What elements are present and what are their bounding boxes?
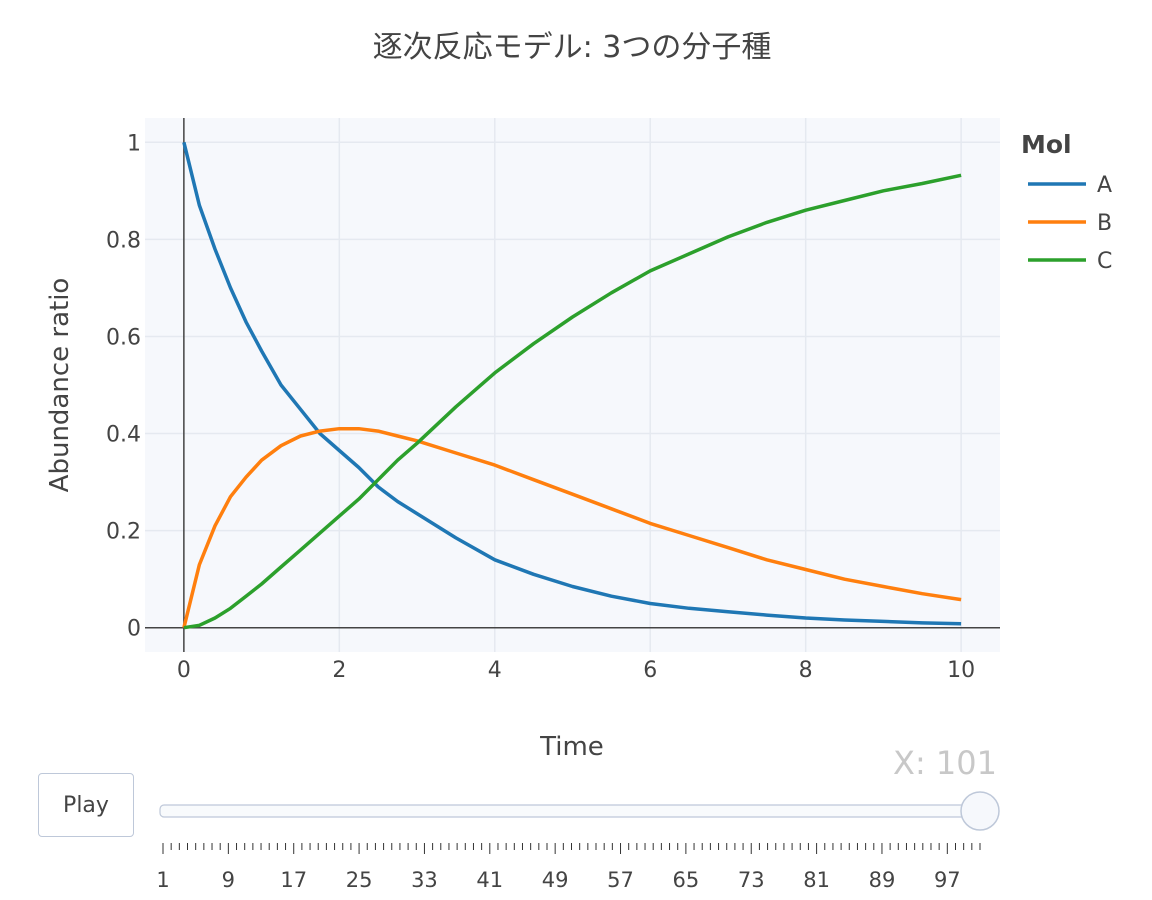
x-tick-label: 10 [947, 658, 975, 683]
series-line-c [183, 173, 962, 630]
slider-tick-label: 1 [156, 868, 169, 892]
slider-handle[interactable] [960, 791, 1000, 831]
chart-title: 逐次反応モデル: 3つの分子種 [373, 30, 772, 65]
y-tick-label: 1 [127, 131, 141, 156]
y-tick-labels: 0 0.2 0.4 0.6 0.8 1 [106, 131, 141, 641]
slider-readout: X: 101 [893, 744, 997, 782]
x-tick-label: 0 [177, 658, 191, 683]
slider-tick-label: 65 [673, 868, 700, 892]
slider-tick-label: 73 [738, 868, 765, 892]
slider-tick-label: 97 [934, 868, 961, 892]
slider-tick-label: 49 [542, 868, 569, 892]
y-tick-label: 0.2 [106, 520, 141, 545]
legend-label-b: B [1097, 211, 1112, 236]
x-tick-labels: 0 2 4 6 8 10 [177, 658, 975, 683]
series-layer [182, 141, 962, 630]
slider-tick-label: 81 [803, 868, 830, 892]
y-axis-title: Abundance ratio [45, 278, 75, 493]
slider-tick-label: 89 [869, 868, 896, 892]
x-tick-label: 2 [332, 658, 346, 683]
y-tick-label: 0.6 [106, 325, 141, 350]
y-tick-label: 0 [127, 617, 141, 642]
grid [145, 118, 1000, 652]
x-tick-label: 6 [643, 658, 657, 683]
legend-label-a: A [1097, 173, 1112, 198]
slider-tick-label: 9 [222, 868, 235, 892]
x-tick-label: 4 [488, 658, 502, 683]
y-tick-label: 0.8 [106, 228, 141, 253]
slider-tick-label: 41 [476, 868, 503, 892]
slider-tick-labels: 1 9 17 25 33 41 49 57 65 73 81 89 97 [156, 868, 960, 892]
axes [145, 118, 1000, 652]
y-tick-label: 0.4 [106, 423, 141, 448]
x-axis-title: Time [539, 732, 604, 762]
series-line-b [182, 426, 962, 629]
slider-tick-label: 57 [607, 868, 634, 892]
legend-label-c: C [1097, 249, 1112, 274]
series-line-a [182, 141, 962, 626]
slider-tick-label: 33 [411, 868, 438, 892]
slider-tick-label: 17 [280, 868, 307, 892]
slider-tick-label: 25 [346, 868, 373, 892]
legend: ABC [1028, 173, 1112, 274]
play-button[interactable]: Play [38, 773, 134, 837]
x-tick-label: 8 [799, 658, 813, 683]
slider-rail[interactable] [159, 804, 981, 818]
legend-title: Mol [1021, 130, 1072, 159]
slider-ticks [162, 843, 981, 854]
